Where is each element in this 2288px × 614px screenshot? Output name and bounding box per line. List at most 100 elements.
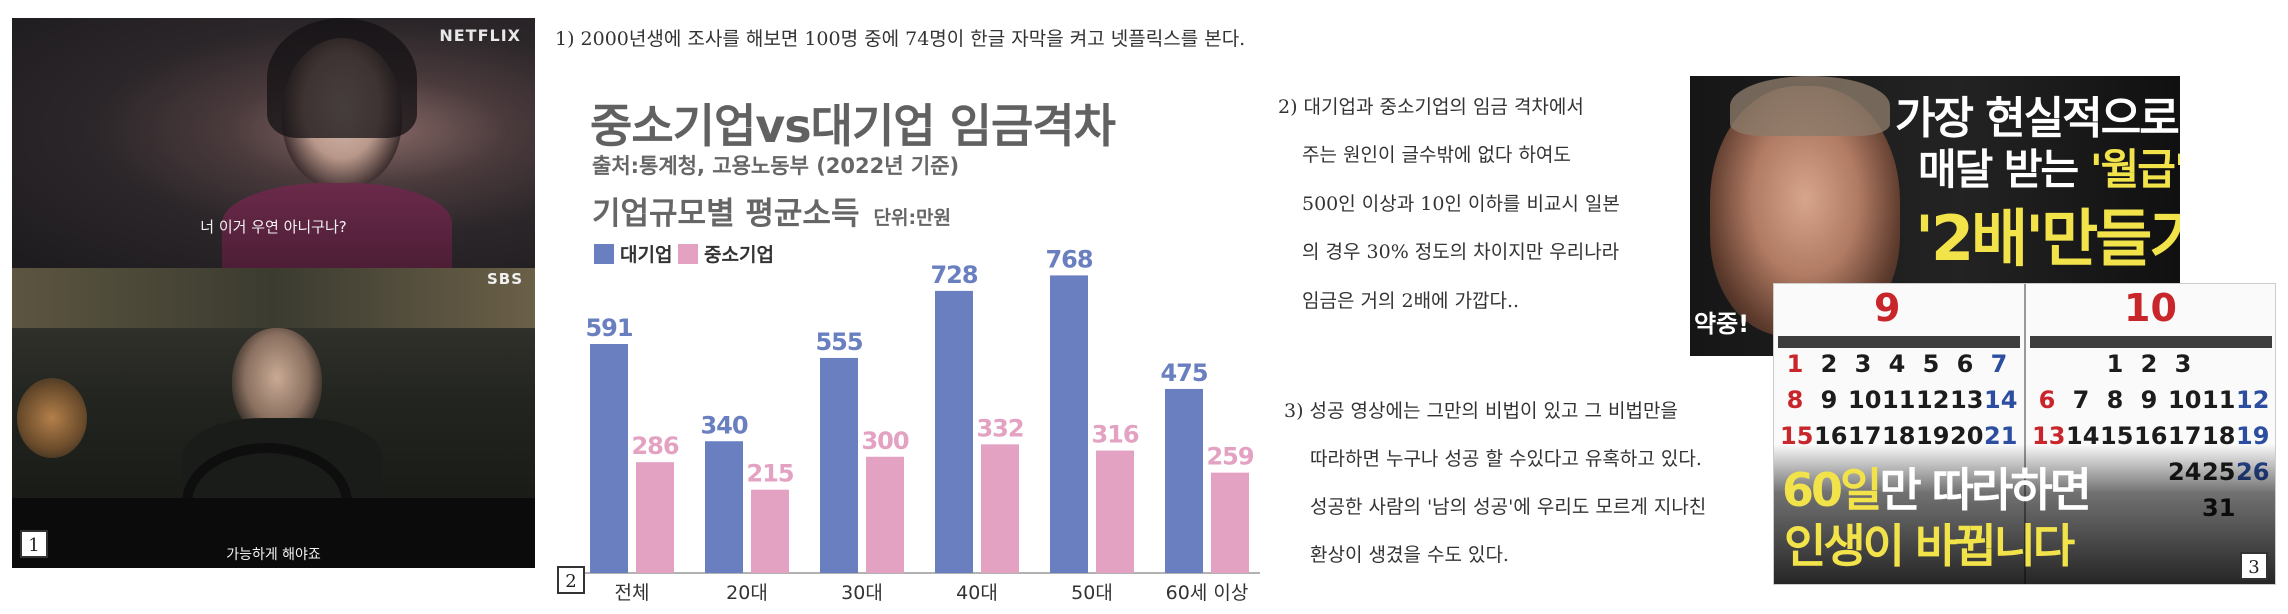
wage-gap-bar-chart: 591 286 전체 340 215 20대 555 300 30대 728 332 40대 768 31… [580, 245, 1260, 604]
calendar-day-left: 10 [1848, 386, 1882, 414]
calendar-day-left: 4 [1888, 350, 1906, 378]
thumb-line-2-a: 매달 받는 [1918, 145, 2090, 194]
calendar-day-right: 8 [2106, 386, 2124, 414]
calendar-day-left: 9 [1820, 386, 1838, 414]
netflix-logo: NETFLIX [439, 26, 521, 45]
bar-large-5 [1165, 388, 1203, 573]
top-subtitle: 너 이거 우연 아니구나? [200, 218, 347, 236]
category-label-1: 20대 [726, 582, 768, 604]
data-label-large-4: 768 [1045, 245, 1092, 273]
calendar-day-left: 12 [1916, 386, 1950, 414]
bar-small-4 [1096, 450, 1134, 573]
thumb-corner-label: 약중! [1694, 310, 1750, 338]
bar-large-1 [705, 441, 743, 573]
legend-swatch-small [678, 244, 698, 264]
note-3-line: 환상이 생겼을 수도 있다. [1310, 544, 1509, 566]
chart-title: 중소기업vs대기업 임금격차 [590, 99, 1116, 153]
drama-stills-panel: NETFLIX 너 이거 우연 아니구나? SBS 가능하게 해야죠 1 [12, 18, 535, 568]
data-label-small-1: 215 [746, 460, 793, 488]
thumb-line-3: '2배'만들기 [1915, 188, 2180, 278]
bar-large-3 [935, 290, 973, 573]
note-2-line: 500인 이상과 10인 이하를 비교시 일본 [1302, 193, 1620, 215]
calendar-day-left: 7 [1990, 350, 2008, 378]
calendar-day-left: 2 [1820, 350, 1838, 378]
calendar-day-left: 3 [1854, 350, 1872, 378]
data-label-small-2: 300 [861, 427, 908, 455]
chart-subtitle-text: 기업규모별 평균소득 [592, 196, 860, 232]
calendar-day-right: 11 [2202, 386, 2236, 414]
calendar-day-right: 1 [2106, 350, 2124, 378]
calendar-line-1: 60일만 따라하면 [1782, 454, 2092, 520]
data-label-small-4: 316 [1091, 421, 1138, 449]
man-hair [1730, 76, 1890, 136]
legend-label-large: 대기업 [620, 244, 673, 266]
calendar-header-left [1778, 336, 2020, 348]
bar-small-5 [1211, 472, 1249, 573]
bar-small-3 [981, 444, 1019, 573]
legend-item-large: 대기업 [594, 240, 672, 267]
thumb-line-1: 가장 현실적으로 [1895, 93, 2180, 144]
car-window [12, 268, 535, 328]
note-3-line: 따라하면 누구나 성공 할 수있다고 유혹하고 있다. [1310, 448, 1702, 470]
woman-hair [267, 18, 417, 138]
thumb-line-2: 매달 받는 '월급' [1918, 136, 2180, 197]
calendar-day-left: 11 [1882, 386, 1916, 414]
bar-small-1 [751, 489, 789, 573]
thumb-line-3-b: 만들기 [2041, 202, 2180, 275]
woman-dress [222, 183, 452, 268]
legend-swatch-large [594, 244, 614, 264]
netflix-still-image: NETFLIX 너 이거 우연 아니구나? [12, 18, 535, 268]
flowers [17, 378, 87, 458]
calendar-thumbnail: 9 10 1 2 3 4 5 6 7 8 9 10 11 12 13 14 15 16 17 18 19 20 21 1… [1773, 283, 2276, 585]
legend-item-small: 중소기업 [678, 240, 774, 267]
calendar-line-1-b: 만 따라하면 [1879, 463, 2092, 517]
panel-number-1: 1 [20, 530, 48, 558]
calendar-day-left: 13 [1950, 386, 1984, 414]
chart-unit: 단위:만원 [873, 207, 952, 229]
data-label-small-3: 332 [976, 414, 1023, 442]
calendar-divider [2024, 284, 2026, 584]
thumb-line-2-b: '월급' [2089, 145, 2180, 194]
calendar-day-left: 14 [1984, 386, 2018, 414]
calendar-header-right [2030, 336, 2272, 348]
note-3-line: 성공한 사람의 '남의 성공'에 우리도 모르게 지나친 [1310, 496, 1707, 518]
panel-number-2: 2 [557, 566, 585, 594]
category-label-0: 전체 [615, 582, 650, 604]
sbs-logo: SBS [486, 270, 523, 288]
sbs-still-image: SBS 가능하게 해야죠 [12, 268, 535, 568]
calendar-line-2: 인생이 바뀝니다 [1784, 519, 2075, 573]
calendar-day-left: 1 [1786, 350, 1804, 378]
category-label-3: 40대 [956, 582, 998, 604]
calendar-day-right: 7 [2072, 386, 2090, 414]
bar-small-2 [866, 456, 904, 573]
chart-subtitle: 기업규모별 평균소득 단위:만원 [592, 188, 951, 233]
bottom-subtitle: 가능하게 해야죠 [226, 547, 321, 563]
data-label-large-0: 591 [585, 314, 632, 342]
panel-number-3: 3 [2240, 552, 2268, 580]
category-label-4: 50대 [1071, 582, 1113, 604]
calendar-day-right: 10 [2168, 386, 2202, 414]
chart-source: 출처:통계청, 고용노동부 (2022년 기준) [592, 154, 960, 178]
data-label-large-2: 555 [815, 328, 862, 356]
calendar-day-right: 6 [2038, 386, 2056, 414]
bar-large-4 [1050, 275, 1088, 573]
category-label-5: 60세 이상 [1166, 582, 1249, 604]
note-2-line: 2) 대기업과 중소기업의 임금 격차에서 [1278, 96, 1584, 118]
data-label-small-0: 286 [631, 432, 678, 460]
note-2-line: 임금은 거의 2배에 가깝다.. [1302, 290, 1520, 312]
calendar-month-right: 10 [2124, 286, 2177, 330]
data-label-large-5: 475 [1160, 359, 1207, 387]
bar-large-0 [590, 343, 628, 573]
calendar-line-1-a: 60일 [1782, 463, 1882, 517]
thumb-line-3-a: '2배' [1915, 202, 2044, 275]
calendar-day-right: 2 [2140, 350, 2158, 378]
letterbox-bar [12, 498, 535, 568]
legend-label-small: 중소기업 [704, 244, 774, 266]
bar-large-2 [820, 357, 858, 573]
note-3-line: 3) 성공 영상에는 그만의 비법이 있고 그 비법만을 [1284, 400, 1678, 422]
note-2-line: 주는 원인이 글수밖에 없다 하여도 [1302, 144, 1571, 166]
data-label-large-1: 340 [700, 411, 747, 439]
calendar-day-right: 9 [2140, 386, 2158, 414]
calendar-day-left: 5 [1922, 350, 1940, 378]
note-2-line: 의 경우 30% 정도의 차이지만 우리나라 [1302, 241, 1620, 263]
